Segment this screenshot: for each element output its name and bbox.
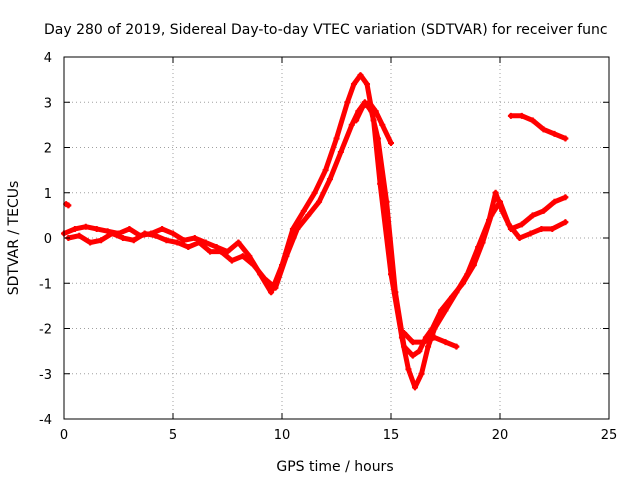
y-tick-label: 3: [44, 96, 52, 111]
x-tick-label: 15: [383, 428, 400, 443]
sdtvar-chart: Day 280 of 2019, Sidereal Day-to-day VTE…: [0, 0, 640, 480]
x-axis-title: GPS time / hours: [276, 459, 393, 475]
y-tick-label: 1: [44, 187, 52, 202]
x-tick-label: 10: [274, 428, 291, 443]
x-tick-label: 5: [169, 428, 177, 443]
y-tick-label: 0: [44, 232, 52, 247]
x-tick-label: 20: [492, 428, 509, 443]
y-tick-label: -3: [39, 368, 52, 383]
y-axis-title: SDTVAR / TECUs: [6, 181, 22, 296]
y-tick-label: 2: [44, 142, 52, 157]
y-tick-label: 4: [44, 51, 52, 66]
x-tick-label: 0: [60, 428, 68, 443]
chart-title: Day 280 of 2019, Sidereal Day-to-day VTE…: [44, 22, 608, 38]
y-tick-label: -4: [39, 413, 52, 428]
x-tick-label: 25: [601, 428, 618, 443]
y-tick-label: -1: [39, 277, 52, 292]
y-tick-label: -2: [39, 323, 52, 338]
